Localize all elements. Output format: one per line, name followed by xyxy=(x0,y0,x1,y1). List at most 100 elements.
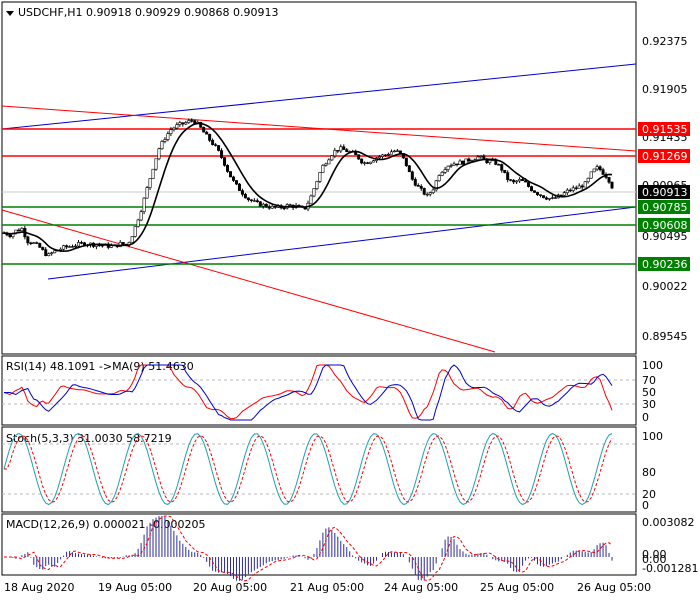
macd-tick-zero-b: 0.00 xyxy=(642,553,667,566)
candle-body xyxy=(282,207,286,210)
candle-body xyxy=(458,160,462,165)
candle-body xyxy=(333,150,337,157)
macd-signal-line xyxy=(4,515,613,582)
candle-body xyxy=(44,249,48,257)
candle-body xyxy=(130,236,134,243)
candle-body xyxy=(100,244,104,247)
candle-body xyxy=(157,148,161,160)
candle-body xyxy=(404,157,408,167)
rsi-tick-100: 100 xyxy=(642,359,663,372)
candle-body xyxy=(416,185,420,187)
candle-body xyxy=(607,177,611,183)
level-tag-90608: 0.90608 xyxy=(638,218,690,232)
candle-body xyxy=(488,160,492,163)
candle-body xyxy=(389,151,393,155)
candle-body xyxy=(205,131,209,135)
candle-body xyxy=(321,165,325,173)
candle-body xyxy=(568,189,572,192)
level-tag-90236: 0.90236 xyxy=(638,257,690,271)
candle-body xyxy=(121,242,125,245)
candle-body xyxy=(237,183,241,191)
candle-body xyxy=(431,189,435,193)
candle-body xyxy=(160,141,164,150)
candle-body xyxy=(524,180,528,183)
candle-body xyxy=(392,150,396,153)
candle-body xyxy=(79,242,83,244)
candle-body xyxy=(407,165,411,173)
candle-body xyxy=(312,188,316,197)
candle-body xyxy=(383,154,387,156)
candle-body xyxy=(68,246,72,248)
candle-body xyxy=(610,181,614,189)
candle-body xyxy=(187,120,191,123)
level-tag-91269: 0.91269 xyxy=(638,149,690,163)
candle-body xyxy=(518,179,522,182)
moving-average-line xyxy=(3,122,613,253)
candle-body xyxy=(369,161,373,164)
candle-body xyxy=(553,197,557,199)
candle-body xyxy=(467,158,471,162)
stoch-tick-100: 100 xyxy=(642,430,663,443)
upper-channel-line[interactable] xyxy=(1,63,637,130)
candle-body xyxy=(440,172,444,176)
candle-body xyxy=(327,159,331,165)
candle-body xyxy=(145,187,149,199)
time-tick-7: 26 Aug 05:00 xyxy=(577,581,651,594)
candle-body xyxy=(580,185,584,188)
candle-body xyxy=(598,166,602,170)
symbol-dropdown-icon[interactable] xyxy=(6,11,14,16)
candle-body xyxy=(527,181,531,187)
time-tick-3: 20 Aug 05:00 xyxy=(193,581,267,594)
candle-body xyxy=(50,252,54,255)
candle-body xyxy=(136,219,140,227)
candle-body xyxy=(363,162,367,164)
stoch-pane xyxy=(1,426,637,513)
descending-support-line[interactable] xyxy=(1,209,496,353)
candle-body xyxy=(231,176,235,181)
candle-body xyxy=(65,245,69,248)
candle-body xyxy=(267,206,271,209)
level-tag-90608-text: 0.90608 xyxy=(642,219,688,232)
candle-body xyxy=(77,242,81,247)
candle-body xyxy=(422,188,426,195)
rsi-tick-70: 70 xyxy=(642,374,656,387)
candle-body xyxy=(32,242,36,244)
level-tag-90236-text: 0.90236 xyxy=(642,258,688,271)
candle-body xyxy=(395,150,399,152)
lower-channel-line[interactable] xyxy=(47,206,637,280)
rsi-tick-0: 0 xyxy=(642,411,649,424)
candle-body xyxy=(243,194,247,199)
candle-body xyxy=(506,172,510,180)
candle-body xyxy=(71,246,75,248)
candle-body xyxy=(419,186,423,189)
candle-body xyxy=(533,190,537,193)
candle-body xyxy=(547,197,551,200)
level-tag-90785: 0.90785 xyxy=(638,200,690,214)
candle-body xyxy=(425,193,429,196)
candle-body xyxy=(214,144,218,146)
candle-body xyxy=(455,163,459,166)
candle-body xyxy=(589,171,593,179)
bid-price-tag-text: 0.90913 xyxy=(642,186,688,199)
candle-body xyxy=(175,124,179,129)
price-tick-5: 0.90495 xyxy=(642,230,688,243)
candle-body xyxy=(473,159,477,161)
candle-body xyxy=(142,197,146,213)
candle-body xyxy=(240,190,244,195)
candle-body xyxy=(562,192,566,196)
candle-body xyxy=(482,155,486,160)
candle-body xyxy=(169,129,173,135)
candle-body xyxy=(413,179,417,186)
price-tick-6: 0.90022 xyxy=(642,280,688,293)
candle-body xyxy=(470,160,474,162)
candle-body xyxy=(148,178,152,188)
candle-body xyxy=(530,186,534,192)
candle-body xyxy=(428,192,432,195)
candle-body xyxy=(330,155,334,161)
candle-body xyxy=(497,164,501,166)
candle-body xyxy=(261,203,265,207)
candle-body xyxy=(255,200,259,202)
candle-body xyxy=(372,160,376,163)
candle-body xyxy=(190,120,194,122)
